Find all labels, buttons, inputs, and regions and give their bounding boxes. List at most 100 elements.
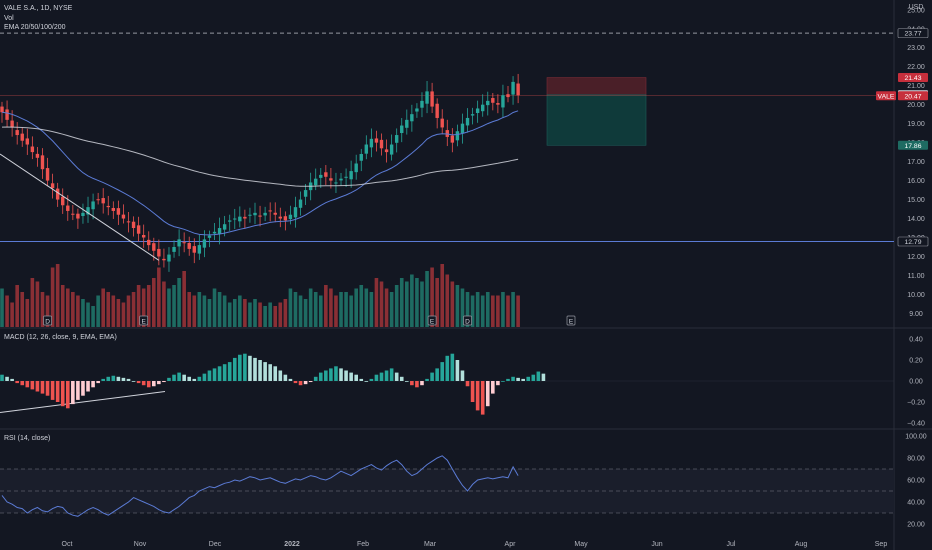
volume-bar xyxy=(91,306,95,327)
macd-histogram-bar xyxy=(526,376,531,381)
volume-bar xyxy=(329,288,333,327)
price-label-box xyxy=(898,91,928,101)
rsi-legend[interactable]: RSI (14, close) xyxy=(4,435,51,442)
macd-histogram-bar xyxy=(491,381,495,394)
candle-body xyxy=(293,207,298,218)
macd-histogram-bar xyxy=(136,381,141,384)
candle-body xyxy=(410,114,414,122)
volume-bar xyxy=(308,288,313,327)
volume-bar xyxy=(238,295,242,327)
macd-histogram-bar xyxy=(131,381,136,382)
candle-body xyxy=(455,131,460,141)
macd-legend[interactable]: MACD (12, 26, close, 9, EMA, EMA) xyxy=(4,334,117,341)
volume-bar xyxy=(298,295,303,327)
candle-body xyxy=(192,246,196,253)
time-tick-label: Mar xyxy=(424,541,437,548)
ema-fast-line xyxy=(1,110,519,236)
candle-body xyxy=(324,172,328,177)
candle-body xyxy=(506,94,510,98)
volume-bar xyxy=(60,285,65,327)
candle-body xyxy=(212,231,217,234)
time-tick-label: Apr xyxy=(505,541,517,548)
macd-histogram-bar xyxy=(329,368,333,381)
ema-slow-line xyxy=(1,126,519,187)
candle-body xyxy=(238,216,242,222)
volume-bar xyxy=(389,292,394,327)
volume-legend[interactable]: Vol xyxy=(4,15,14,22)
volume-bar xyxy=(177,278,181,327)
time-tick-label: Sep xyxy=(875,541,888,548)
candle-body xyxy=(359,154,363,161)
volume-bar xyxy=(369,292,374,327)
volume-bar xyxy=(394,285,399,327)
macd-histogram-bar xyxy=(334,366,338,381)
volume-bar xyxy=(455,285,460,327)
price-tick-label: 12.00 xyxy=(907,254,925,261)
macd-histogram-bar xyxy=(232,357,237,381)
macd-histogram-bar xyxy=(172,374,176,381)
candle-body xyxy=(253,212,257,216)
time-tick-label: Jun xyxy=(651,541,662,548)
volume-bar xyxy=(45,295,50,327)
candle-body xyxy=(394,135,399,143)
macd-tick-label: −0.20 xyxy=(907,400,925,407)
macd-histogram-bar xyxy=(146,381,151,388)
macd-histogram-bar xyxy=(81,381,85,396)
candle-body xyxy=(481,104,485,112)
volume-bar xyxy=(491,295,495,327)
volume-bar xyxy=(278,302,283,327)
volume-bar xyxy=(405,281,409,327)
macd-histogram-bar xyxy=(384,370,389,381)
ema-legend[interactable]: EMA 20/50/100/200 xyxy=(4,24,66,31)
macd-histogram-bar xyxy=(187,376,192,381)
stop-loss-zone xyxy=(546,77,647,96)
price-tick-label: 22.00 xyxy=(907,64,925,71)
macd-histogram-bar xyxy=(379,372,384,381)
volume-bar xyxy=(415,278,419,327)
candle-body xyxy=(106,205,110,208)
volume-bar xyxy=(167,288,171,327)
price-label: 17.86 xyxy=(898,140,928,150)
candle-body xyxy=(258,215,262,217)
candle-body xyxy=(420,100,424,108)
candle-body xyxy=(30,146,35,153)
macd-histogram-bar xyxy=(415,381,419,388)
event-marker: E xyxy=(427,315,437,326)
candle-body xyxy=(400,125,404,134)
macd-histogram-bar xyxy=(445,355,450,381)
macd-histogram-bar xyxy=(55,381,60,402)
macd-histogram-bar xyxy=(177,372,181,381)
volume-bar xyxy=(197,292,202,327)
macd-histogram-bar xyxy=(0,374,4,381)
candle-body xyxy=(0,106,4,113)
macd-histogram-bar xyxy=(359,378,364,381)
macd-histogram-bar xyxy=(106,376,111,381)
rsi-tick-label: 100.00 xyxy=(905,434,927,441)
macd-histogram-bar xyxy=(399,376,404,381)
macd-histogram-bar xyxy=(405,381,409,382)
price-tick-label: 21.00 xyxy=(907,83,925,90)
volume-bar xyxy=(76,295,80,327)
time-tick-label: Dec xyxy=(209,541,222,548)
volume-bar xyxy=(293,292,298,327)
macd-histogram-bar xyxy=(227,362,232,381)
macd-histogram-bar xyxy=(440,362,445,381)
price-tick-label: 11.00 xyxy=(908,273,925,280)
candle-body xyxy=(86,207,90,215)
time-tick-label: Feb xyxy=(357,541,369,548)
candle-body xyxy=(233,218,237,220)
price-label: 12.79 xyxy=(897,236,929,247)
price-tick-label: 19.00 xyxy=(907,121,925,128)
candle-body xyxy=(222,224,227,230)
event-marker-label: E xyxy=(430,319,435,326)
price-label-text: 12.79 xyxy=(904,239,921,246)
volume-bar xyxy=(152,278,156,327)
macd-histogram-bar xyxy=(10,378,14,381)
macd-trendline xyxy=(0,391,166,413)
macd-histogram-bar xyxy=(303,381,308,385)
candle-body xyxy=(475,108,480,113)
macd-histogram-bar xyxy=(425,378,429,381)
macd-histogram-bar xyxy=(91,381,95,388)
candle-body xyxy=(486,100,490,106)
